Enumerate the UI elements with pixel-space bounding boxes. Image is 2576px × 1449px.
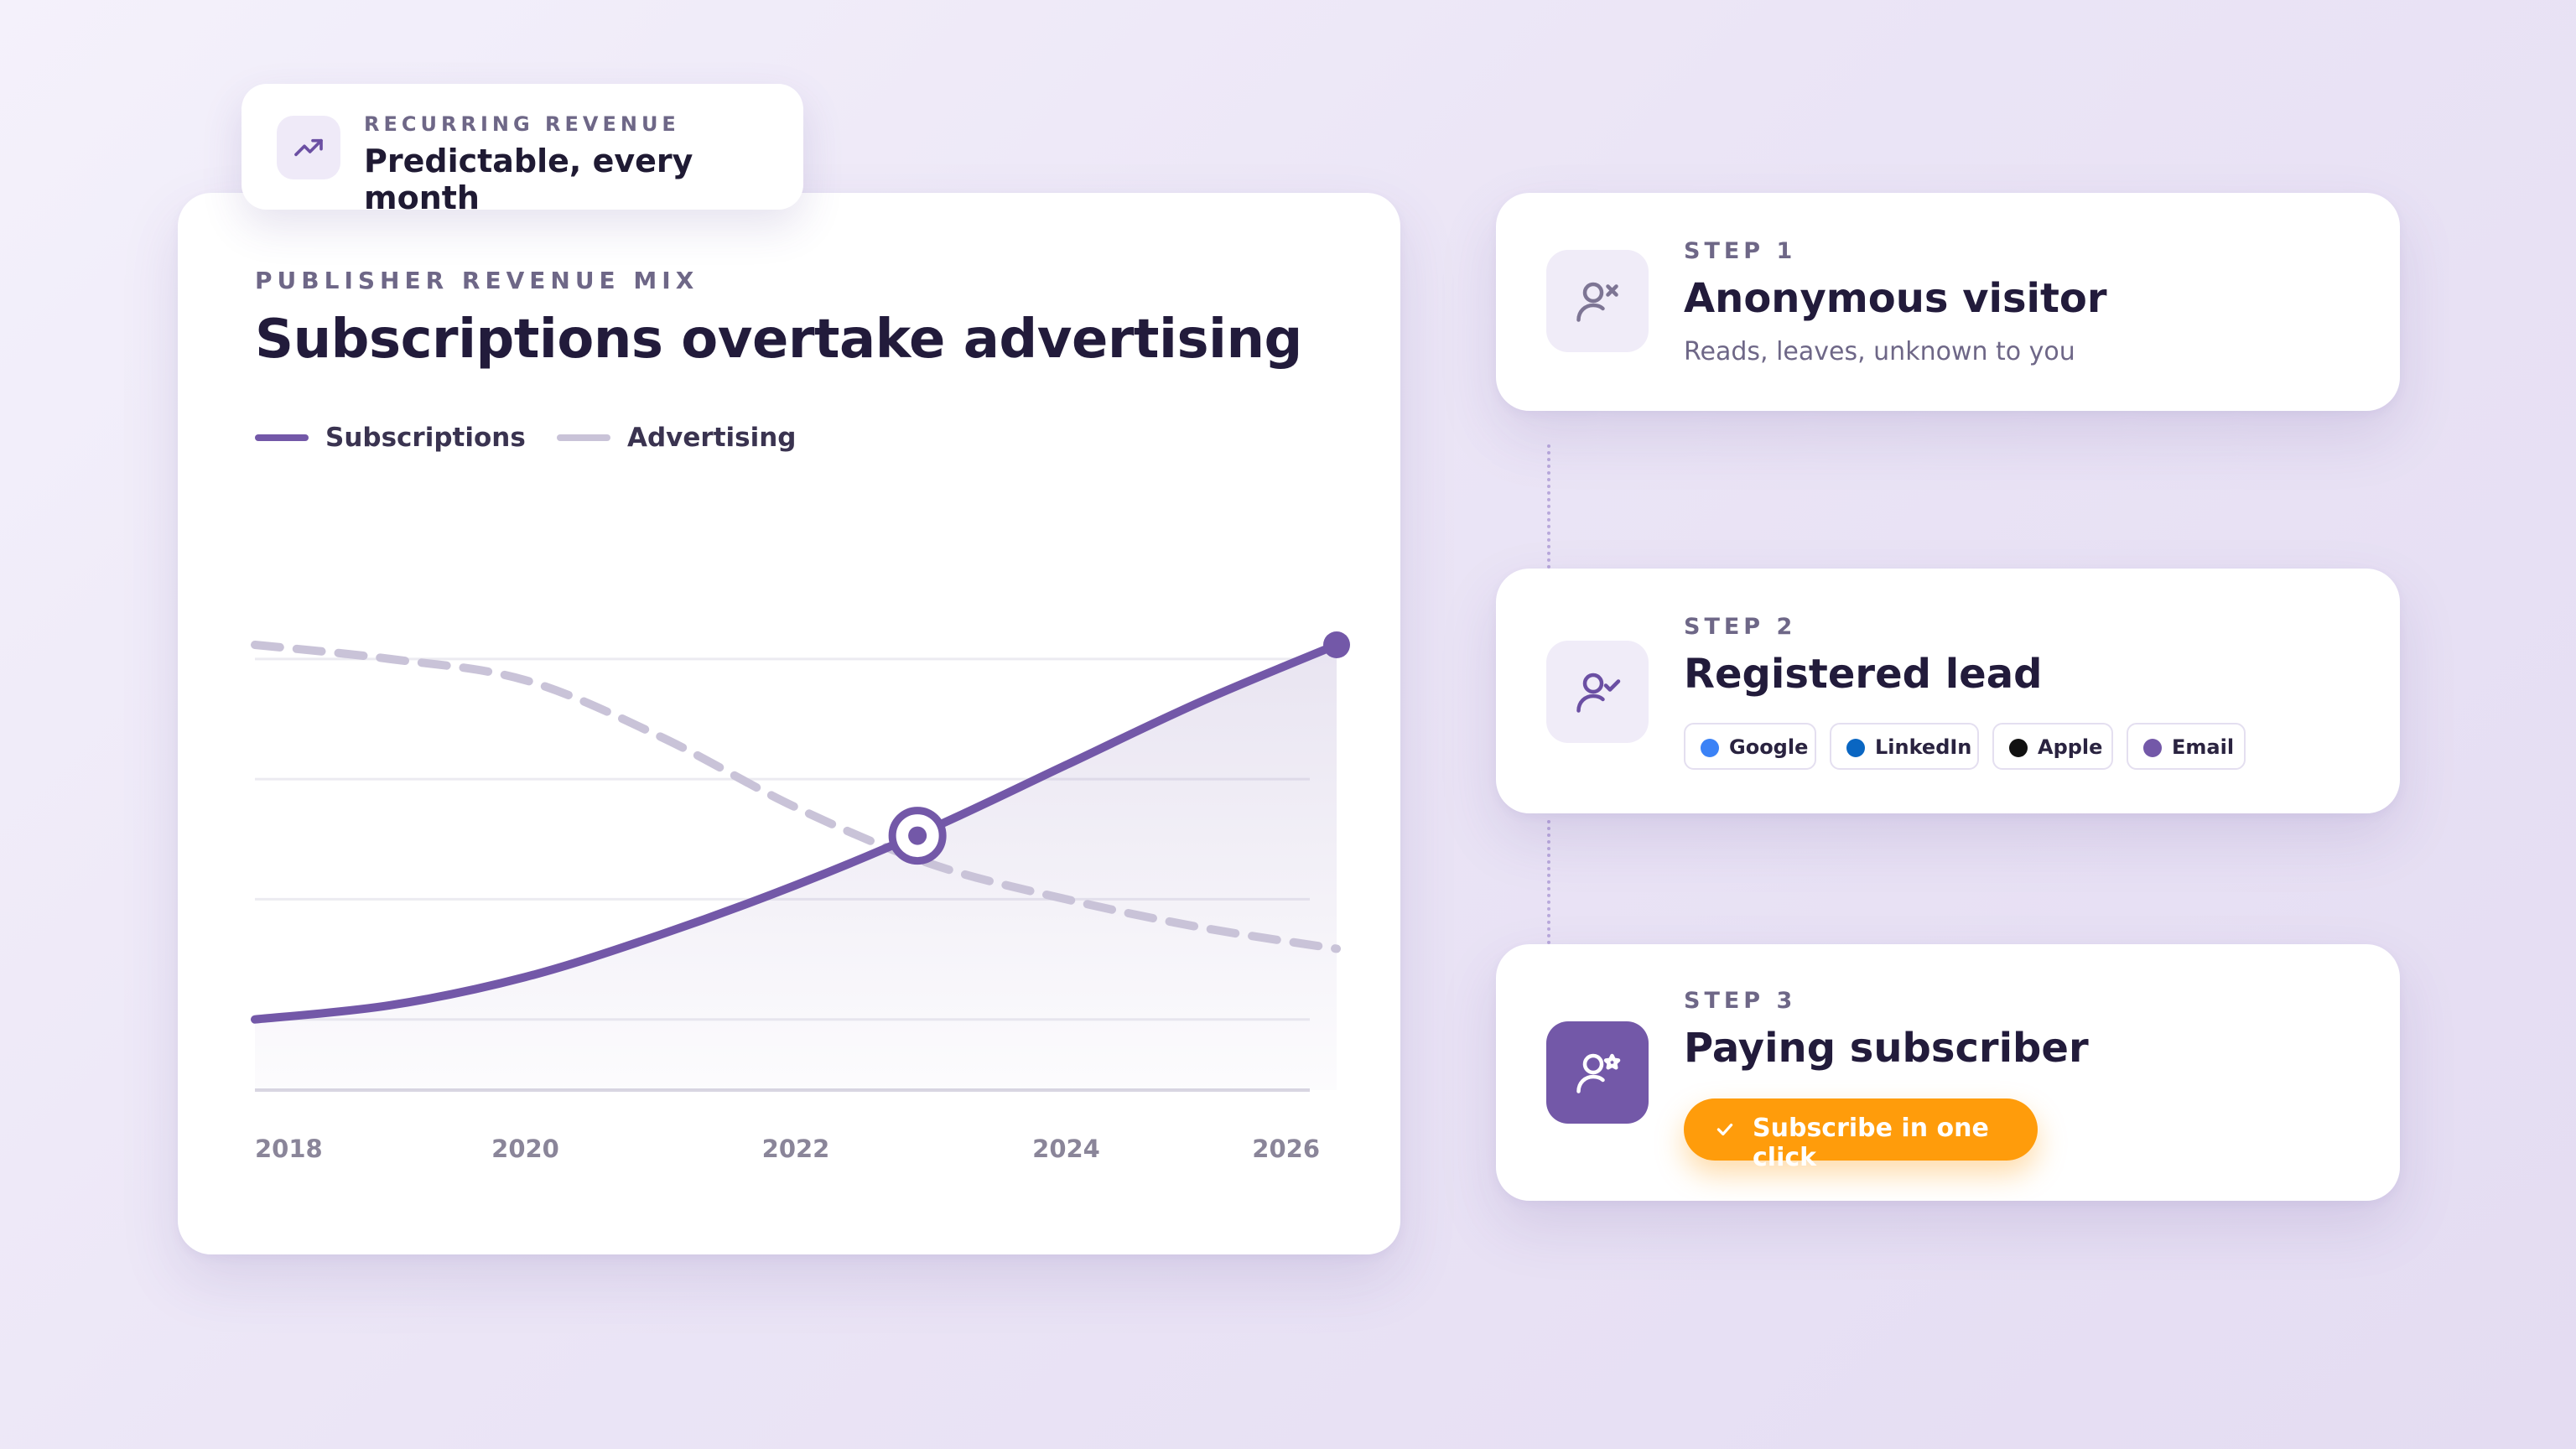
legend-label: Subscriptions xyxy=(325,423,526,453)
endpoint-marker xyxy=(1323,631,1350,658)
user-star-icon xyxy=(1546,1021,1649,1124)
badge-eyebrow: RECURRING REVENUE xyxy=(364,112,680,136)
pill-label: LinkedIn xyxy=(1875,735,1972,759)
x-tick-label: 2020 xyxy=(491,1135,559,1163)
step-title: Anonymous visitor xyxy=(1684,275,2107,322)
x-tick-label: 2026 xyxy=(1252,1135,1320,1163)
provider-pill-email[interactable]: Email xyxy=(2127,723,2246,770)
chart-title: Subscriptions overtake advertising xyxy=(255,309,1302,371)
apple-dot-icon xyxy=(2009,739,2028,757)
provider-pill-google[interactable]: Google xyxy=(1684,723,1816,770)
pill-label: Apple xyxy=(2038,735,2103,759)
subscribe-button-label: Subscribe in one click xyxy=(1753,1114,1989,1172)
revenue-line-chart: 2018 2020 2022 2024 2026 xyxy=(251,631,1350,1163)
subscribe-button[interactable]: Subscribe in one click xyxy=(1684,1098,2038,1172)
step-card-registered-lead: STEP 2 Registered lead Google LinkedIn A… xyxy=(1496,569,2400,813)
recurring-revenue-badge: RECURRING REVENUE Predictable, every mon… xyxy=(242,84,803,216)
badge-title: Predictable, every month xyxy=(364,143,693,216)
user-question-icon xyxy=(1546,250,1649,352)
checkmark-icon xyxy=(1716,1123,1733,1136)
revenue-chart-card: 2018 2020 2022 2024 2026 PUBLISHER REVENUE M… xyxy=(178,193,1400,1254)
pill-label: Email xyxy=(2172,735,2235,759)
legend-swatch-subscriptions xyxy=(255,434,309,441)
step-eyebrow: STEP 2 xyxy=(1684,614,1797,640)
pill-label: Google xyxy=(1729,735,1809,759)
crossover-marker-center xyxy=(908,826,927,845)
step-eyebrow: STEP 3 xyxy=(1684,988,1797,1014)
step-connector xyxy=(1547,444,1550,569)
x-tick-label: 2024 xyxy=(1032,1135,1100,1163)
legend-label: Advertising xyxy=(627,423,797,453)
step-card-paying-subscriber: STEP 3 Paying subscriber Subscribe in on… xyxy=(1496,944,2400,1201)
linkedin-dot-icon xyxy=(1846,739,1865,757)
legend-swatch-advertising xyxy=(557,434,610,441)
trending-up-icon xyxy=(277,116,340,179)
provider-pill-apple[interactable]: Apple xyxy=(1992,723,2113,770)
step-subtitle: Reads, leaves, unknown to you xyxy=(1684,337,2075,366)
email-dot-icon xyxy=(2143,739,2162,757)
step-title: Registered lead xyxy=(1684,651,2043,698)
step-connector xyxy=(1547,820,1550,944)
chart-eyebrow: PUBLISHER REVENUE MIX xyxy=(255,267,699,294)
x-tick-label: 2022 xyxy=(762,1135,830,1163)
provider-pill-linkedin[interactable]: LinkedIn xyxy=(1830,723,1979,770)
google-dot-icon xyxy=(1701,739,1719,757)
step-title: Paying subscriber xyxy=(1684,1025,2089,1072)
x-tick-label: 2018 xyxy=(255,1135,323,1163)
subscriptions-series-line xyxy=(251,641,1341,1024)
step-eyebrow: STEP 1 xyxy=(1684,238,1797,264)
user-check-icon xyxy=(1546,641,1649,743)
advertising-series-line xyxy=(251,641,1341,953)
step-card-anonymous-visitor: STEP 1 Anonymous visitor Reads, leaves, … xyxy=(1496,193,2400,411)
